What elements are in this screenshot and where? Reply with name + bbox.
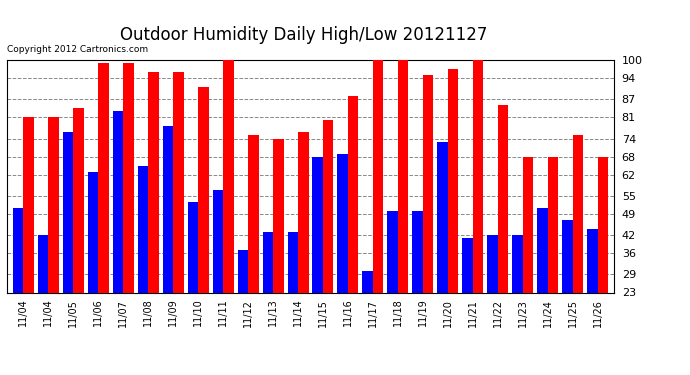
Bar [12, 208, 23, 292]
Bar [337, 154, 348, 292]
Bar [173, 72, 184, 292]
Bar [473, 60, 484, 292]
Bar [487, 235, 498, 292]
Bar [313, 157, 323, 292]
Bar [348, 96, 359, 292]
Bar [273, 138, 284, 292]
Bar [123, 63, 134, 292]
Bar [48, 117, 59, 292]
Bar [462, 238, 473, 292]
Bar [413, 211, 423, 292]
Text: Outdoor Humidity Daily High/Low 20121127: Outdoor Humidity Daily High/Low 20121127 [120, 26, 487, 44]
Bar [388, 211, 398, 292]
Bar [98, 63, 108, 292]
Bar [213, 190, 223, 292]
Bar [298, 132, 308, 292]
Bar [198, 87, 208, 292]
Bar [73, 108, 83, 292]
Bar [248, 135, 259, 292]
Bar [163, 126, 173, 292]
Bar [513, 235, 523, 292]
Bar [573, 135, 583, 292]
Bar [38, 235, 48, 292]
Bar [188, 202, 198, 292]
Bar [598, 157, 609, 292]
Bar [587, 229, 598, 292]
Bar [288, 232, 298, 292]
Bar [362, 272, 373, 292]
Bar [448, 69, 458, 292]
Bar [23, 117, 34, 292]
Bar [562, 220, 573, 292]
Bar [398, 60, 408, 292]
Bar [498, 105, 509, 292]
Bar [548, 157, 558, 292]
Bar [437, 141, 448, 292]
Bar [237, 250, 248, 292]
Bar [112, 111, 123, 292]
Bar [423, 75, 433, 292]
Bar [373, 60, 384, 292]
Bar [223, 60, 233, 292]
Bar [63, 132, 73, 292]
Bar [538, 208, 548, 292]
Bar [137, 166, 148, 292]
Bar [523, 157, 533, 292]
Bar [88, 172, 98, 292]
Bar [323, 120, 333, 292]
Bar [262, 232, 273, 292]
Bar [148, 72, 159, 292]
Text: Copyright 2012 Cartronics.com: Copyright 2012 Cartronics.com [7, 45, 148, 54]
